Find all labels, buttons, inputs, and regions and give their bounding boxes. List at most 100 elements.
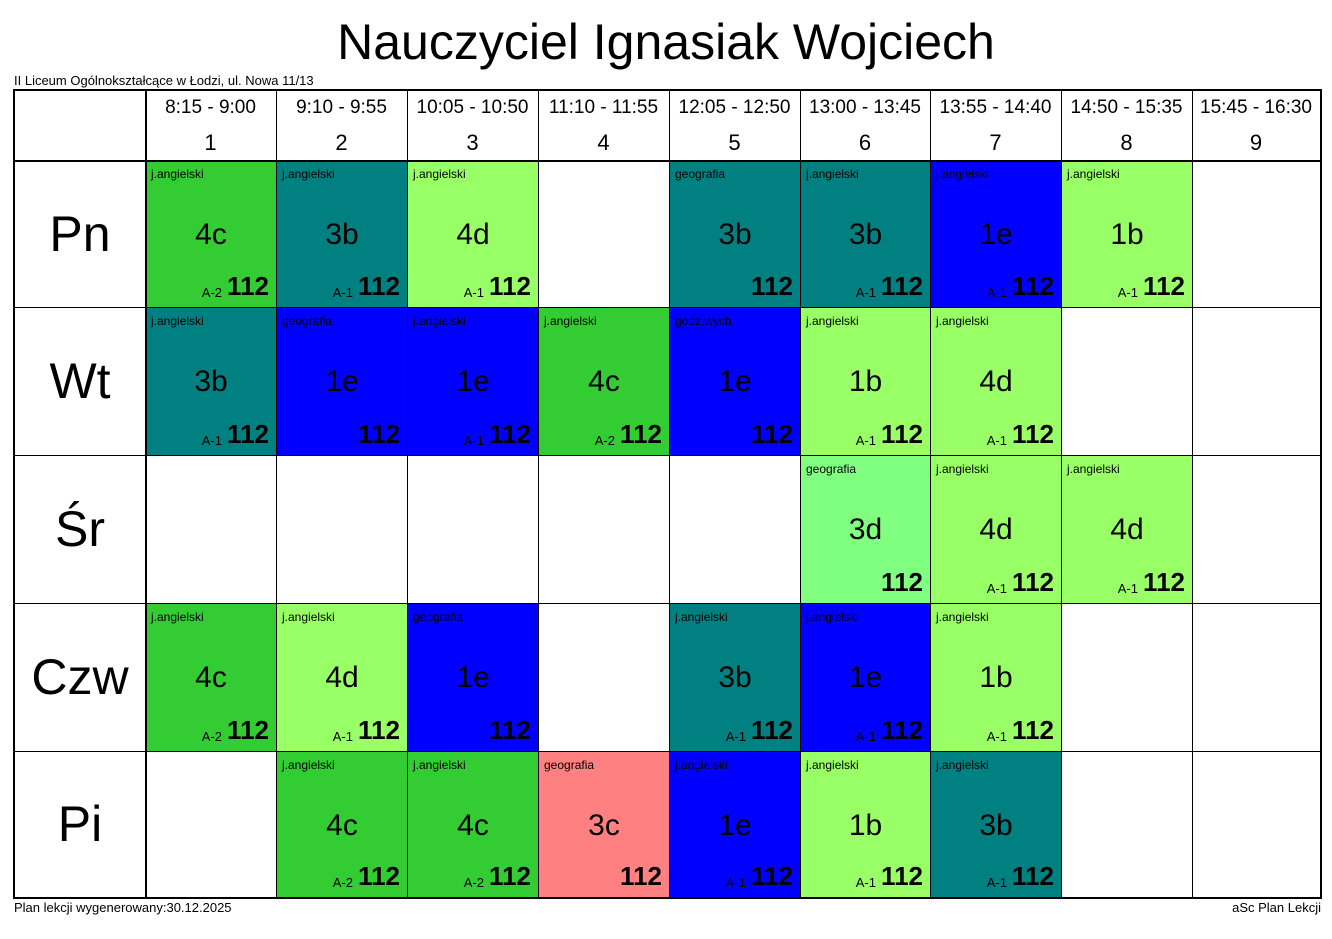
lesson-cell[interactable]: j.angielski 4c A-2 112 xyxy=(539,308,669,455)
lesson-subject: geografia xyxy=(806,462,857,476)
lesson-room: 112 xyxy=(751,419,793,449)
period-header-1: 8:15 - 9:00 1 xyxy=(145,91,276,160)
lesson-cell[interactable]: j.angielski 1b A-1 112 xyxy=(1062,161,1192,307)
period-number: 4 xyxy=(597,130,610,155)
lesson-group: A-1 xyxy=(986,729,1007,744)
period-time: 15:45 - 16:30 xyxy=(1200,97,1312,118)
period-header-7: 13:55 - 14:40 7 xyxy=(930,91,1061,160)
lesson-subject: j.angielski xyxy=(936,610,989,624)
lesson-room: 112 xyxy=(751,271,793,301)
lesson-group: A-1 xyxy=(725,729,746,744)
lesson-cell[interactable]: geografia 3b 112 xyxy=(670,161,800,307)
lesson-subject: j.angielski xyxy=(936,167,989,181)
lesson-cell[interactable]: j.angielski 1e A-1 112 xyxy=(801,604,930,751)
period-header-8: 14:50 - 15:35 8 xyxy=(1061,91,1192,160)
lesson-group: A-1 xyxy=(332,729,353,744)
period-number: 5 xyxy=(728,130,741,155)
lesson-subject: j.angielski xyxy=(413,758,466,772)
lesson-subject: j.angielski xyxy=(282,610,335,624)
grid-line xyxy=(15,307,1320,308)
lesson-cell[interactable]: j.angielski 4c A-2 112 xyxy=(277,752,407,897)
school-address: II Liceum Ogólnokształcące w Łodzi, ul. … xyxy=(14,73,314,88)
lesson-cell[interactable]: geografia 3c 112 xyxy=(539,752,669,897)
lesson-cell[interactable]: j.angielski 1b A-1 112 xyxy=(931,604,1061,751)
lesson-cell[interactable]: geografia 3d 112 xyxy=(801,456,930,603)
grid-line xyxy=(669,91,670,897)
lesson-group: A-1 xyxy=(855,285,876,300)
lesson-subject: j.angielski xyxy=(806,758,859,772)
grid-line xyxy=(800,91,801,897)
lesson-subject: j.angielski xyxy=(936,462,989,476)
lesson-cell[interactable]: j.angielski 1e A-1 112 xyxy=(408,308,538,455)
lesson-group: A-2 xyxy=(201,285,222,300)
lesson-cell[interactable]: j.angielski 4d A-1 112 xyxy=(277,604,407,751)
timetable-grid: 8:15 - 9:00 1 9:10 - 9:55 2 10:05 - 10:50 3 11… xyxy=(13,89,1322,899)
lesson-cell[interactable]: godz.wych 1e 112 xyxy=(670,308,800,455)
lesson-subject: j.angielski xyxy=(151,610,204,624)
lesson-cell[interactable]: j.angielski 4d A-1 112 xyxy=(931,308,1061,455)
period-header-4: 11:10 - 11:55 4 xyxy=(538,91,669,160)
lesson-subject: j.angielski xyxy=(282,758,335,772)
lesson-cell[interactable]: j.angielski 1e A-1 112 xyxy=(931,161,1061,307)
lesson-cell[interactable]: j.angielski 4d A-1 112 xyxy=(1062,456,1192,603)
lesson-cell[interactable]: j.angielski 4d A-1 112 xyxy=(931,456,1061,603)
period-number: 8 xyxy=(1120,130,1133,155)
grid-line xyxy=(276,91,277,897)
grid-line xyxy=(145,91,147,897)
period-number: 6 xyxy=(858,130,872,155)
lesson-class: 4c xyxy=(195,218,227,251)
lesson-cell[interactable]: j.angielski 1e A-1 112 xyxy=(670,752,800,897)
lesson-room: 112 xyxy=(489,715,531,745)
lesson-subject: geografia xyxy=(413,610,464,624)
period-number: 3 xyxy=(466,130,479,155)
lesson-group: A-1 xyxy=(986,875,1007,890)
lesson-group: A-1 xyxy=(463,433,484,448)
lesson-class: 1e xyxy=(718,809,752,842)
lesson-room: 112 xyxy=(1012,419,1054,449)
lesson-cell[interactable]: j.angielski 3b A-1 112 xyxy=(670,604,800,751)
lesson-class: 3b xyxy=(194,365,228,398)
day-label-2: Śr xyxy=(55,501,105,557)
lesson-cell[interactable]: j.angielski 3b A-1 112 xyxy=(146,308,276,455)
grid-line xyxy=(15,751,1320,752)
lesson-room: 112 xyxy=(881,419,923,449)
day-label-4: Pi xyxy=(57,796,103,852)
lesson-group: A-1 xyxy=(201,433,222,448)
lesson-group: A-2 xyxy=(594,433,615,448)
lesson-cell[interactable]: j.angielski 4c A-2 112 xyxy=(408,752,538,897)
lesson-group: A-1 xyxy=(463,285,484,300)
lesson-cell[interactable]: geografia 1e 112 xyxy=(408,604,538,751)
lesson-class: 4d xyxy=(1110,513,1144,546)
lesson-room: 112 xyxy=(1012,271,1054,301)
period-header-6: 13:00 - 13:45 6 xyxy=(800,91,930,160)
lesson-cell[interactable]: j.angielski 4c A-2 112 xyxy=(146,161,276,307)
lesson-class: 4d xyxy=(979,365,1013,398)
lesson-room: 112 xyxy=(489,271,531,301)
lesson-class: 3b xyxy=(979,809,1013,842)
period-header-3: 10:05 - 10:50 3 xyxy=(407,91,538,160)
lesson-class: 1b xyxy=(848,365,883,398)
lesson-group: A-1 xyxy=(986,285,1007,300)
lesson-class: 1b xyxy=(1110,218,1144,251)
period-time: 13:00 - 13:45 xyxy=(809,97,921,118)
period-header-5: 12:05 - 12:50 5 xyxy=(669,91,800,160)
day-label-3: Czw xyxy=(31,649,129,705)
lesson-cell[interactable]: j.angielski 1b A-1 112 xyxy=(801,752,930,897)
lesson-group: A-1 xyxy=(1117,285,1138,300)
lesson-cell[interactable]: j.angielski 3b A-1 112 xyxy=(277,161,407,307)
grid-line xyxy=(1192,91,1193,897)
lesson-subject: j.angielski xyxy=(936,314,989,328)
lesson-cell[interactable]: j.angielski 4c A-2 112 xyxy=(146,604,276,751)
lesson-cell[interactable]: j.angielski 4d A-1 112 xyxy=(408,161,538,307)
period-time: 12:05 - 12:50 xyxy=(678,97,791,118)
period-number: 9 xyxy=(1249,130,1263,155)
lesson-room: 112 xyxy=(881,567,923,597)
lesson-cell[interactable]: geografia 1e 112 xyxy=(277,308,407,455)
lesson-group: A-2 xyxy=(332,875,353,890)
lesson-cell[interactable]: j.angielski 1b A-1 112 xyxy=(801,308,930,455)
lesson-room: 112 xyxy=(1012,861,1054,891)
lesson-cell[interactable]: j.angielski 3b A-1 112 xyxy=(931,752,1061,897)
lesson-cell[interactable]: j.angielski 3b A-1 112 xyxy=(801,161,930,307)
lesson-subject: j.angielski xyxy=(282,167,335,181)
lesson-class: 1e xyxy=(456,365,490,398)
